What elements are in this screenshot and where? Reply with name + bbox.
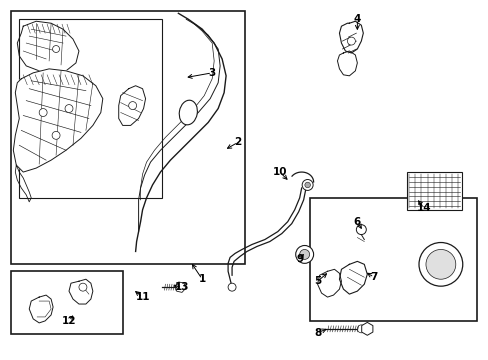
Polygon shape (13, 69, 102, 172)
Circle shape (304, 182, 310, 188)
Circle shape (227, 283, 236, 291)
Text: 9: 9 (296, 255, 303, 264)
Polygon shape (29, 295, 53, 323)
Text: 12: 12 (61, 316, 76, 326)
Circle shape (52, 131, 60, 139)
Text: 7: 7 (370, 272, 377, 282)
Polygon shape (317, 269, 341, 297)
Circle shape (302, 180, 312, 190)
Circle shape (299, 249, 309, 260)
Text: 14: 14 (416, 203, 430, 213)
Circle shape (425, 249, 455, 279)
Text: 6: 6 (353, 217, 360, 227)
Text: 11: 11 (135, 292, 149, 302)
Bar (19, 19, 162, 198)
Polygon shape (119, 86, 145, 125)
Text: 3: 3 (208, 68, 215, 78)
Circle shape (65, 105, 73, 113)
Ellipse shape (179, 100, 197, 125)
Circle shape (39, 109, 47, 117)
Circle shape (418, 243, 462, 286)
Bar (11, 271, 122, 334)
Polygon shape (69, 279, 93, 304)
Bar (309, 198, 476, 321)
Text: 5: 5 (313, 276, 321, 286)
Circle shape (53, 46, 60, 53)
Circle shape (295, 246, 313, 264)
Text: 2: 2 (234, 137, 241, 147)
Circle shape (356, 225, 366, 235)
Text: 8: 8 (313, 328, 321, 338)
Bar (406, 172, 461, 210)
Text: 13: 13 (175, 282, 189, 292)
Text: 10: 10 (272, 167, 286, 177)
Circle shape (128, 102, 136, 109)
Text: 4: 4 (353, 14, 360, 24)
Circle shape (346, 37, 355, 45)
Circle shape (357, 325, 365, 333)
Polygon shape (339, 261, 366, 294)
Circle shape (79, 283, 87, 291)
Bar (11, 11, 244, 264)
Text: 1: 1 (198, 274, 205, 284)
